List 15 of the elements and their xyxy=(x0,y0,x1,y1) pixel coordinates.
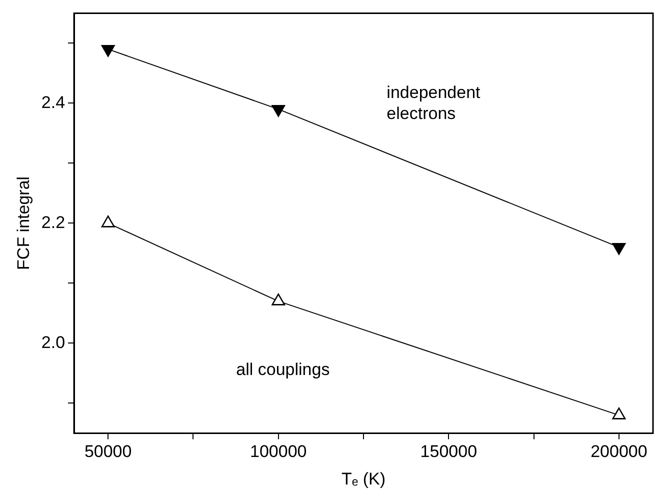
point xyxy=(101,45,115,57)
y-tick-label: 2.4 xyxy=(41,92,66,112)
point xyxy=(272,105,286,117)
x-tick-label: 100000 xyxy=(250,442,307,462)
x-tick-label: 150000 xyxy=(420,442,478,462)
x-axis-title: Tₑ (K) xyxy=(341,469,386,488)
y-axis-title: FCF integral xyxy=(14,176,33,270)
x-tick-label: 200000 xyxy=(590,442,648,462)
x-tick-label: 50000 xyxy=(84,442,132,462)
annotation: independent electrons xyxy=(386,82,481,123)
y-tick-label: 2.2 xyxy=(41,212,66,232)
y-tick-label: 2.0 xyxy=(41,332,66,352)
point xyxy=(612,408,626,420)
point xyxy=(272,294,286,306)
annotation: all couplings xyxy=(236,360,330,379)
